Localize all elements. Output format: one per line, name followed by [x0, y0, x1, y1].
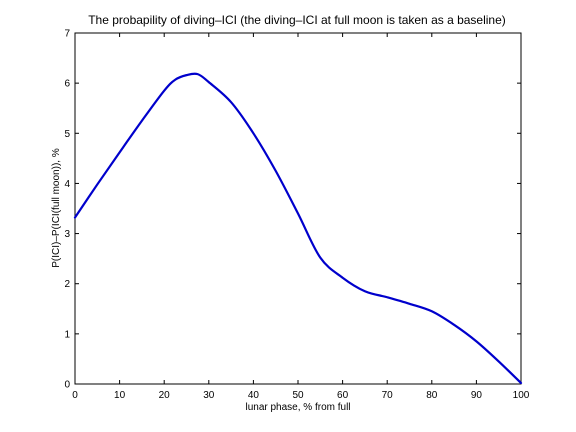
y-tick-label: 5	[64, 129, 70, 140]
x-tick-label: 100	[513, 390, 530, 401]
x-tick-label: 70	[382, 390, 394, 401]
y-axis-label: P(ICI)–P(ICI(full moon)), %	[51, 148, 62, 268]
x-tick-label: 20	[159, 390, 171, 401]
x-tick-label: 90	[471, 390, 483, 401]
y-tick-label: 2	[64, 279, 70, 290]
x-axis: 0 10 20 30 40 50 60 70 80 90 100	[72, 33, 530, 401]
x-tick-label: 80	[426, 390, 438, 401]
series-line	[73, 72, 523, 385]
chart-title: The probapility of diving–ICI (the divin…	[88, 13, 506, 27]
y-axis: 0 1 2 3 4 5 6 7	[64, 29, 521, 391]
x-tick-label: 30	[203, 390, 215, 401]
plot-area-frame	[74, 32, 522, 385]
y-tick-label: 6	[64, 79, 70, 90]
y-tick-label: 1	[64, 329, 70, 340]
x-tick-label: 50	[292, 390, 304, 401]
x-tick-label: 40	[248, 390, 260, 401]
x-tick-label: 60	[337, 390, 349, 401]
y-tick-label: 0	[64, 380, 70, 391]
x-axis-label: lunar phase, % from full	[245, 402, 350, 413]
x-tick-label: 10	[114, 390, 126, 401]
y-tick-label: 3	[64, 229, 70, 240]
series-layer	[73, 72, 523, 385]
y-tick-label: 7	[64, 29, 70, 40]
y-tick-label: 4	[64, 179, 70, 190]
x-tick-label: 0	[72, 390, 78, 401]
